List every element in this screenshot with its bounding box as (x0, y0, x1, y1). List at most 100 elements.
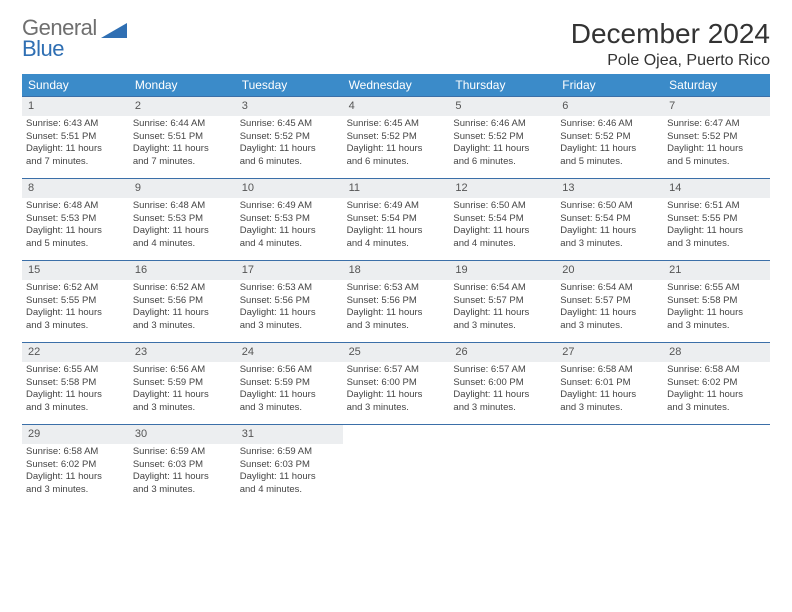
day-number: 26 (449, 343, 556, 362)
day-cell: 16Sunrise: 6:52 AMSunset: 5:56 PMDayligh… (129, 261, 236, 342)
day-number: 2 (129, 97, 236, 116)
day-dy2: and 6 minutes. (347, 156, 446, 169)
day-sunset: Sunset: 6:01 PM (560, 377, 659, 390)
day-dy2: and 4 minutes. (240, 484, 339, 497)
day-cell: 24Sunrise: 6:56 AMSunset: 5:59 PMDayligh… (236, 343, 343, 424)
day-dy2: and 3 minutes. (667, 402, 766, 415)
dayname-thursday: Thursday (449, 74, 556, 96)
logo-text-stack: General Blue (22, 18, 97, 60)
day-number: 4 (343, 97, 450, 116)
day-cell: 26Sunrise: 6:57 AMSunset: 6:00 PMDayligh… (449, 343, 556, 424)
day-sunrise: Sunrise: 6:49 AM (240, 200, 339, 213)
day-sunset: Sunset: 5:52 PM (560, 131, 659, 144)
day-sunrise: Sunrise: 6:54 AM (453, 282, 552, 295)
day-sunset: Sunset: 5:58 PM (26, 377, 125, 390)
day-cell: 17Sunrise: 6:53 AMSunset: 5:56 PMDayligh… (236, 261, 343, 342)
day-cell: 19Sunrise: 6:54 AMSunset: 5:57 PMDayligh… (449, 261, 556, 342)
day-sunset: Sunset: 5:52 PM (347, 131, 446, 144)
day-dy1: Daylight: 11 hours (667, 307, 766, 320)
day-dy2: and 3 minutes. (133, 320, 232, 333)
day-body: Sunrise: 6:44 AMSunset: 5:51 PMDaylight:… (129, 116, 236, 175)
day-number: 25 (343, 343, 450, 362)
day-sunrise: Sunrise: 6:52 AM (26, 282, 125, 295)
day-body: Sunrise: 6:48 AMSunset: 5:53 PMDaylight:… (22, 198, 129, 257)
day-cell: 8Sunrise: 6:48 AMSunset: 5:53 PMDaylight… (22, 179, 129, 260)
day-dy1: Daylight: 11 hours (133, 471, 232, 484)
day-cell: 20Sunrise: 6:54 AMSunset: 5:57 PMDayligh… (556, 261, 663, 342)
day-sunset: Sunset: 5:51 PM (26, 131, 125, 144)
day-sunrise: Sunrise: 6:53 AM (240, 282, 339, 295)
day-dy1: Daylight: 11 hours (453, 389, 552, 402)
day-body: Sunrise: 6:46 AMSunset: 5:52 PMDaylight:… (449, 116, 556, 175)
day-dy1: Daylight: 11 hours (133, 225, 232, 238)
day-dy2: and 3 minutes. (26, 402, 125, 415)
day-cell: 15Sunrise: 6:52 AMSunset: 5:55 PMDayligh… (22, 261, 129, 342)
day-cell: 2Sunrise: 6:44 AMSunset: 5:51 PMDaylight… (129, 97, 236, 178)
week-row: 1Sunrise: 6:43 AMSunset: 5:51 PMDaylight… (22, 96, 770, 178)
day-dy2: and 3 minutes. (560, 238, 659, 251)
day-dy2: and 3 minutes. (560, 402, 659, 415)
day-dy1: Daylight: 11 hours (26, 143, 125, 156)
day-number: 30 (129, 425, 236, 444)
day-sunset: Sunset: 6:03 PM (240, 459, 339, 472)
day-cell: 13Sunrise: 6:50 AMSunset: 5:54 PMDayligh… (556, 179, 663, 260)
day-cell: 27Sunrise: 6:58 AMSunset: 6:01 PMDayligh… (556, 343, 663, 424)
day-sunrise: Sunrise: 6:57 AM (453, 364, 552, 377)
day-dy2: and 3 minutes. (560, 320, 659, 333)
day-number: 1 (22, 97, 129, 116)
day-sunset: Sunset: 5:54 PM (453, 213, 552, 226)
header-row: General Blue December 2024 Pole Ojea, Pu… (22, 18, 770, 70)
day-dy2: and 3 minutes. (26, 320, 125, 333)
day-dy2: and 6 minutes. (240, 156, 339, 169)
day-dy2: and 4 minutes. (240, 238, 339, 251)
day-body: Sunrise: 6:57 AMSunset: 6:00 PMDaylight:… (449, 362, 556, 421)
day-sunrise: Sunrise: 6:54 AM (560, 282, 659, 295)
dayname-wednesday: Wednesday (343, 74, 450, 96)
day-body: Sunrise: 6:54 AMSunset: 5:57 PMDaylight:… (449, 280, 556, 339)
day-dy1: Daylight: 11 hours (347, 389, 446, 402)
day-dy2: and 3 minutes. (240, 402, 339, 415)
day-sunrise: Sunrise: 6:47 AM (667, 118, 766, 131)
day-dy1: Daylight: 11 hours (240, 225, 339, 238)
logo: General Blue (22, 18, 127, 60)
day-sunrise: Sunrise: 6:56 AM (240, 364, 339, 377)
day-dy2: and 3 minutes. (667, 238, 766, 251)
day-dy2: and 5 minutes. (667, 156, 766, 169)
day-dy2: and 3 minutes. (347, 402, 446, 415)
day-dy1: Daylight: 11 hours (240, 471, 339, 484)
day-dy2: and 4 minutes. (347, 238, 446, 251)
day-sunset: Sunset: 5:56 PM (133, 295, 232, 308)
day-dy2: and 5 minutes. (560, 156, 659, 169)
day-number: 7 (663, 97, 770, 116)
day-sunset: Sunset: 6:02 PM (667, 377, 766, 390)
day-cell: 6Sunrise: 6:46 AMSunset: 5:52 PMDaylight… (556, 97, 663, 178)
day-sunset: Sunset: 5:56 PM (240, 295, 339, 308)
day-sunset: Sunset: 5:52 PM (240, 131, 339, 144)
day-dy1: Daylight: 11 hours (560, 225, 659, 238)
day-number: 3 (236, 97, 343, 116)
title-stack: December 2024 Pole Ojea, Puerto Rico (571, 18, 770, 70)
day-sunset: Sunset: 5:59 PM (240, 377, 339, 390)
dayname-sunday: Sunday (22, 74, 129, 96)
day-sunrise: Sunrise: 6:46 AM (560, 118, 659, 131)
day-body: Sunrise: 6:43 AMSunset: 5:51 PMDaylight:… (22, 116, 129, 175)
day-cell: 14Sunrise: 6:51 AMSunset: 5:55 PMDayligh… (663, 179, 770, 260)
day-dy1: Daylight: 11 hours (240, 143, 339, 156)
day-sunset: Sunset: 5:58 PM (667, 295, 766, 308)
day-body: Sunrise: 6:45 AMSunset: 5:52 PMDaylight:… (236, 116, 343, 175)
day-sunrise: Sunrise: 6:46 AM (453, 118, 552, 131)
dayname-friday: Friday (556, 74, 663, 96)
day-sunset: Sunset: 6:00 PM (347, 377, 446, 390)
day-body: Sunrise: 6:48 AMSunset: 5:53 PMDaylight:… (129, 198, 236, 257)
day-dy1: Daylight: 11 hours (26, 225, 125, 238)
day-dy1: Daylight: 11 hours (26, 307, 125, 320)
day-cell: 12Sunrise: 6:50 AMSunset: 5:54 PMDayligh… (449, 179, 556, 260)
calendar: Sunday Monday Tuesday Wednesday Thursday… (22, 74, 770, 506)
day-sunrise: Sunrise: 6:53 AM (347, 282, 446, 295)
day-dy2: and 5 minutes. (26, 238, 125, 251)
day-body: Sunrise: 6:56 AMSunset: 5:59 PMDaylight:… (236, 362, 343, 421)
day-dy1: Daylight: 11 hours (667, 143, 766, 156)
day-dy2: and 3 minutes. (667, 320, 766, 333)
week-row: 15Sunrise: 6:52 AMSunset: 5:55 PMDayligh… (22, 260, 770, 342)
day-number: 5 (449, 97, 556, 116)
